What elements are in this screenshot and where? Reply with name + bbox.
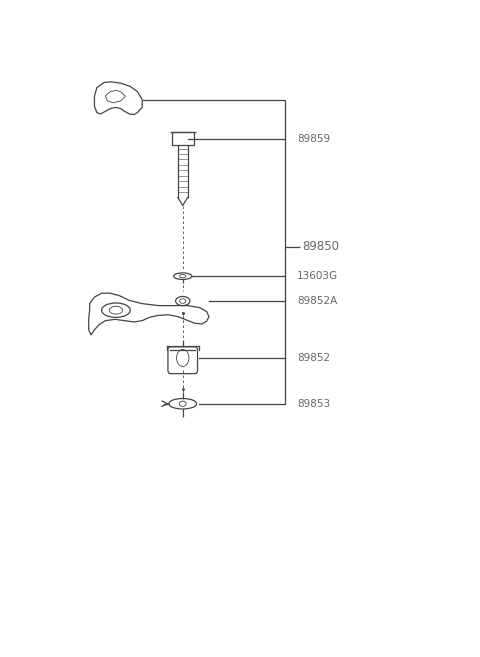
Text: 13603G: 13603G: [297, 271, 338, 281]
Bar: [172, 132, 194, 145]
Text: 89852: 89852: [297, 353, 330, 363]
Text: 89850: 89850: [302, 240, 339, 253]
Text: 89853: 89853: [297, 399, 330, 409]
Text: 89859: 89859: [297, 134, 330, 144]
Text: 89852A: 89852A: [297, 296, 337, 306]
